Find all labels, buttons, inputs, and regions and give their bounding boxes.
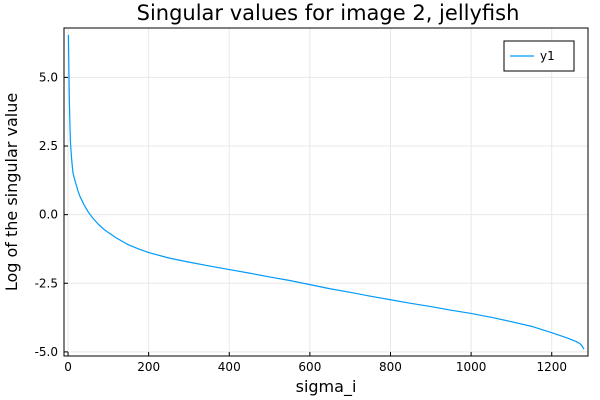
series-layer (67, 34, 585, 350)
legend-label-y1: y1 (540, 49, 555, 63)
x-tick-label: 0 (64, 360, 72, 374)
x-axis-label: sigma_i (296, 377, 357, 397)
y-tick-label: 2.5 (39, 139, 58, 153)
y-tick-label: -2.5 (35, 276, 58, 290)
x-tick-label: 1000 (456, 360, 487, 374)
y-tick-label: 5.0 (39, 70, 58, 84)
x-tick-label: 600 (298, 360, 321, 374)
y-tick-label: 0.0 (39, 208, 58, 222)
legend: y1 (503, 40, 575, 72)
series-line-y1 (67, 34, 585, 350)
x-tick-label: 400 (218, 360, 241, 374)
y-tick-label: -5.0 (35, 345, 58, 359)
x-tick-label: 1200 (536, 360, 567, 374)
plot-frame (63, 27, 589, 357)
axis-ticks: 0 200 400 600 800 1000 1200 -5.0 -2.5 0.0 2.5 5.0 (35, 70, 567, 374)
chart-title: Singular values for image 2, jellyfish (137, 1, 520, 25)
grid (64, 28, 588, 356)
x-tick-label: 200 (137, 360, 160, 374)
x-tick-label: 800 (379, 360, 402, 374)
y-axis-label: Log of the singular value (2, 93, 21, 291)
